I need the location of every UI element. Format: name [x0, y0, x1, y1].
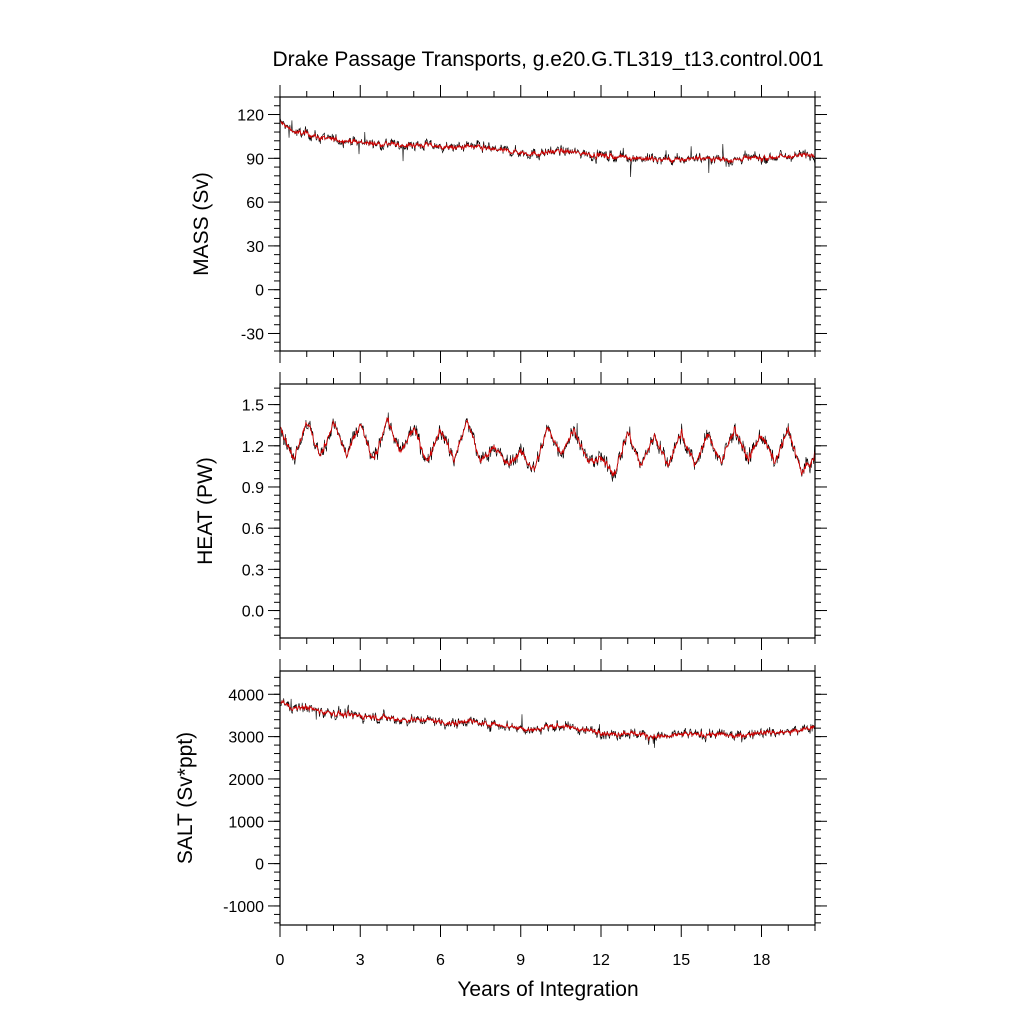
salt-plot-frame — [279, 670, 816, 926]
x-tick-label: 15 — [672, 952, 690, 969]
mass-y-tick-label: -30 — [241, 326, 264, 343]
salt-y-tick-label: 1000 — [228, 814, 264, 831]
salt-panel: -1000 0 1000 2000 3000 4000 0 3 6 9 12 15 18 SALT (S… — [174, 659, 827, 1001]
heat-y-axis-label: HEAT (PW) — [194, 457, 217, 565]
x-tick-label: 18 — [753, 952, 771, 969]
heat-raw-series-line — [279, 412, 816, 482]
heat-panel: 0.0 0.3 0.6 0.9 1.2 1.5 HEAT (PW) — [194, 372, 827, 650]
salt-y-tick-label: 4000 — [228, 687, 264, 704]
mass-raw-series-line — [279, 118, 816, 177]
mass-y-tick-label: 30 — [246, 239, 264, 256]
mass-y-tick-label: 0 — [255, 283, 264, 300]
x-tick-label: 12 — [592, 952, 610, 969]
heat-y-tick-label: 1.2 — [242, 439, 264, 456]
heat-y-tick-label: 0.3 — [242, 562, 264, 579]
salt-smoothed-series-line — [279, 699, 816, 742]
mass-y-axis-label: MASS (Sv) — [190, 172, 213, 276]
heat-y-tick-label: 0.9 — [242, 480, 264, 497]
x-tick-label: 9 — [516, 952, 525, 969]
salt-y-tick-label: 2000 — [228, 772, 264, 789]
mass-y-tick-label: 90 — [246, 151, 264, 168]
mass-y-tick-label: 120 — [237, 108, 264, 125]
mass-y-tick-label: 60 — [246, 195, 264, 212]
salt-raw-series-line — [279, 698, 816, 748]
x-tick-label: 3 — [356, 952, 365, 969]
heat-y-tick-label: 1.5 — [242, 398, 264, 415]
salt-y-tick-label: -1000 — [223, 899, 264, 916]
mass-smoothed-series-line — [279, 120, 816, 165]
salt-y-tick-label: 3000 — [228, 730, 264, 747]
mass-plot-frame — [279, 96, 816, 352]
figure-title: Drake Passage Transports, g.e20.G.TL319_… — [273, 48, 824, 71]
salt-y-tick-label: 0 — [255, 857, 264, 874]
x-tick-label: 0 — [276, 952, 285, 969]
heat-y-tick-label: 0.0 — [242, 604, 264, 621]
salt-y-axis-label: SALT (Sv*ppt) — [174, 732, 197, 864]
mass-panel: -30 0 30 60 90 120 MASS (Sv) — [190, 85, 827, 363]
x-tick-label: 6 — [436, 952, 445, 969]
heat-y-tick-label: 0.6 — [242, 521, 264, 538]
heat-smoothed-series-line — [279, 417, 816, 477]
x-axis-label: Years of Integration — [457, 978, 638, 1001]
heat-plot-frame — [279, 383, 816, 639]
